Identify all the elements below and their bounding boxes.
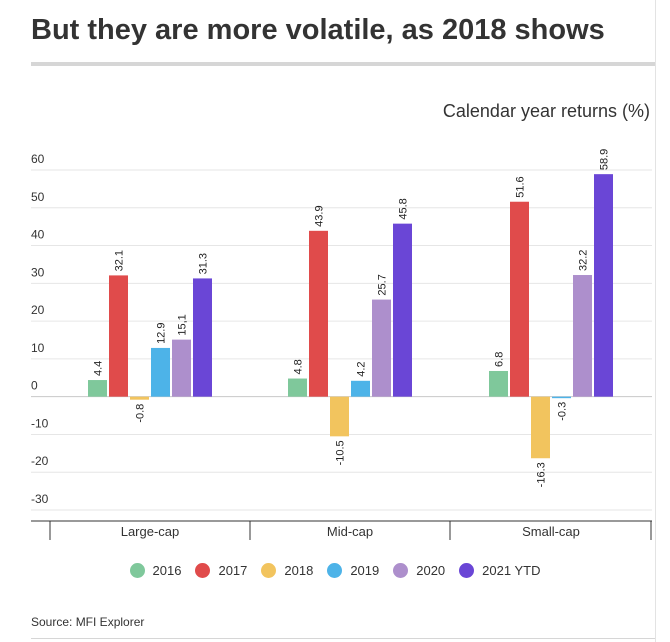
x-tick-label: Large-cap [121,524,180,539]
bar [309,230,328,397]
y-tick-label: 30 [31,265,45,279]
x-tick-label: Mid-cap [327,524,373,539]
data-label: 6.8 [494,352,506,367]
data-label: 15,1 [177,314,189,335]
legend-label: 2018 [284,563,314,578]
legend-item: 2016 [129,563,182,578]
y-tick-label: 40 [31,228,45,242]
source-note: Source: MFI Explorer [31,615,145,629]
data-label: 25.7 [377,274,389,295]
bar [151,347,170,397]
legend-label: 2019 [350,563,380,578]
y-tick-label: 10 [31,341,45,355]
title-divider [31,62,655,66]
data-label: 32.2 [578,250,590,271]
y-tick-label: 60 [31,152,45,166]
legend-label: 2017 [218,563,248,578]
chart-legend: 2016 2017 2018 2019 2020 2021 YTD [0,563,670,578]
y-tick-label: 50 [31,190,45,204]
data-label: 58.9 [599,149,611,170]
chart-title: But they are more volatile, as 2018 show… [31,14,605,46]
bar [88,380,107,397]
data-label: 51.6 [515,176,527,197]
data-label: 31.3 [198,253,210,274]
legend-item: 2018 [261,563,313,578]
chart-subtitle: Calendar year returns (%) [442,101,650,121]
legend-label: 2020 [416,563,446,578]
legend-swatch [261,563,277,578]
y-tick-label: -20 [31,454,49,468]
bar [573,275,592,397]
bar [330,396,349,437]
y-tick-label: -30 [31,492,49,506]
legend-swatch [393,563,409,578]
data-label: 45.8 [398,198,410,219]
source-divider [31,638,655,639]
y-tick-label: -10 [31,416,49,430]
data-label: 4.4 [93,361,105,376]
legend-label: 2021 YTD [482,563,541,578]
bar [288,378,307,397]
bar [594,174,613,397]
bar [393,223,412,397]
data-label: -0.8 [135,404,147,423]
legend-item: 2021 YTD [459,563,540,578]
legend-swatch [129,563,145,578]
data-label: 4.2 [356,362,368,377]
data-label: 43.9 [314,205,326,226]
legend-swatch [459,563,475,578]
bar [531,396,550,459]
bar [372,299,391,397]
legend-item: 2020 [393,563,445,578]
legend-swatch [195,563,211,578]
y-tick-label: 0 [31,379,38,393]
data-label: 12.9 [156,323,168,344]
bar [489,370,508,397]
bar [130,396,149,400]
legend-item: 2019 [327,563,379,578]
bar [172,339,191,397]
data-label: -0.3 [557,402,569,421]
page-border [655,0,656,642]
legend-item: 2017 [195,563,247,578]
data-label: 32.1 [114,250,126,271]
legend-swatch [327,563,343,578]
bar [552,396,571,399]
y-tick-label: 20 [31,303,45,317]
bar [193,278,212,397]
bar [109,275,128,397]
data-label: -10.5 [335,440,347,465]
legend-label: 2016 [152,563,182,578]
x-tick-label: Small-cap [522,524,580,539]
data-label: 4.8 [293,359,305,374]
data-label: -16.3 [536,462,548,487]
bar [510,201,529,397]
bar [351,380,370,397]
